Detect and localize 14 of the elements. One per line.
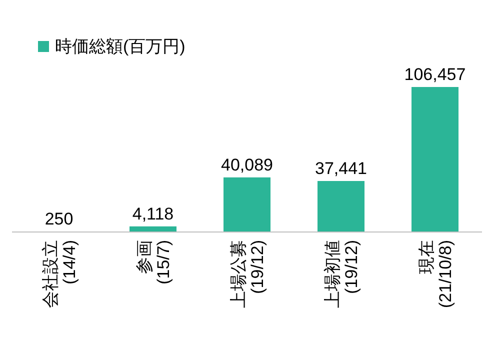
x-tick-label: 会社設立 (14/4) [41,240,79,308]
legend-label: 時価総額(百万円) [55,37,186,56]
data-label: 106,457 [404,65,466,84]
bar [224,177,270,232]
x-tick-label: 現在 (21/10/8) [417,240,455,308]
x-tick-label: 上場公募 (19/12) [229,240,267,308]
bar [412,87,458,232]
x-tick-label: 上場初値 (19/12) [323,240,361,308]
data-label: 40,089 [221,155,273,174]
bar [318,181,364,232]
data-label: 37,441 [315,159,367,178]
data-label: 4,118 [132,204,174,224]
x-tick-label: 参画 (15/7) [135,240,173,284]
data-label: 250 [44,210,74,229]
